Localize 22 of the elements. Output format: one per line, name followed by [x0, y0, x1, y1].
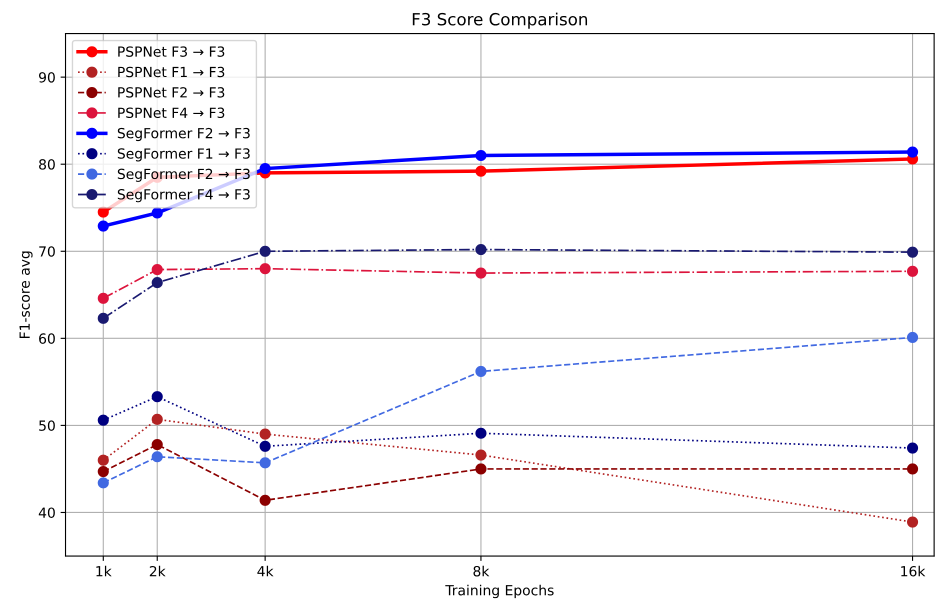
legend-label: PSPNet F2 → F3: [118, 87, 224, 98]
legend-label: PSPNet F1 → F3: [118, 66, 224, 78]
y-tick-label: 70: [39, 246, 55, 257]
y-tick-label: 90: [39, 72, 55, 83]
x-tick-label: 1k: [96, 566, 112, 576]
y-axis-title: F1-score avg: [20, 252, 33, 338]
x-tick-label: 4k: [257, 566, 274, 576]
y-tick-label: 60: [39, 333, 55, 344]
x-tick-label: 2k: [150, 566, 166, 576]
x-axis-title: Training Epochs: [445, 584, 554, 598]
x-tick-label: 8k: [473, 566, 490, 576]
legend-label: SegFormer F1 → F3: [118, 148, 250, 162]
legend-label: PSPNet F3 → F3: [118, 46, 224, 57]
legend-label: SegFormer F2 → F3: [118, 168, 250, 182]
x-tick-label: 16k: [901, 566, 926, 576]
legend-label: SegFormer F4 → F3: [118, 189, 250, 202]
y-tick-label: 50: [39, 420, 55, 431]
legend-label: SegFormer F2 → F3: [118, 128, 250, 142]
y-tick-label: 40: [38, 507, 55, 518]
chart-title: F3 Score Comparison: [412, 12, 588, 29]
y-tick-label: 80: [39, 159, 55, 170]
legend-label: PSPNet F4 → F3: [118, 108, 224, 118]
